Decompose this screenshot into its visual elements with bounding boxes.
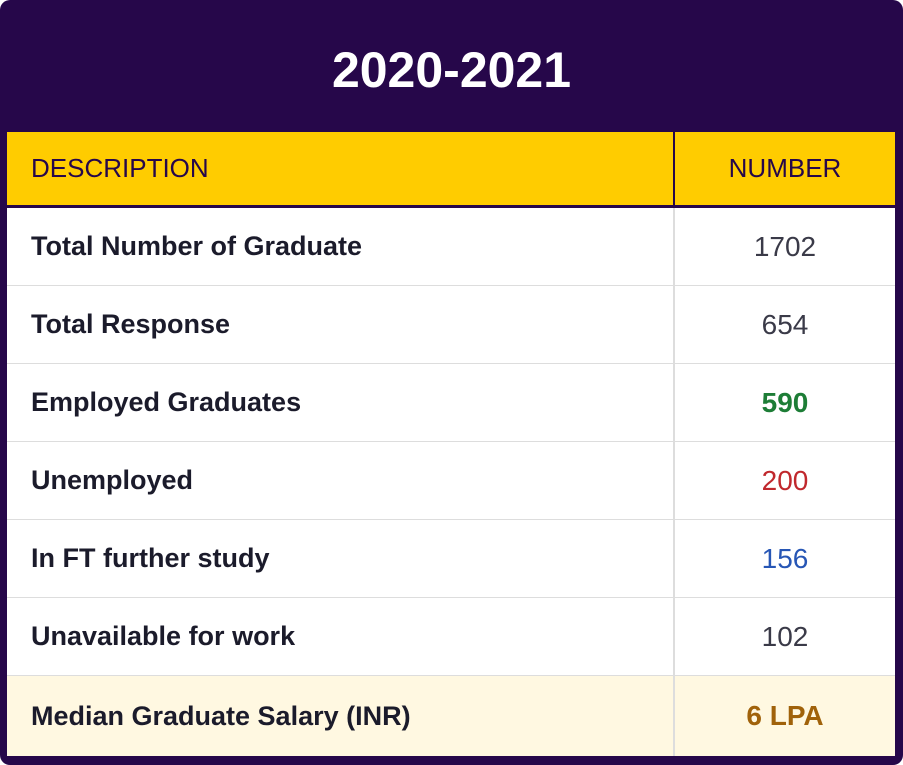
number: 156 [761, 542, 809, 574]
title: 2020-2021 [331, 42, 572, 98]
description: In FT further study [7, 520, 675, 597]
number: 6 LPA [746, 700, 824, 731]
table: DESCRIPTION NUMBER Total Number of Gradu… [7, 132, 895, 756]
description: Total Response [7, 286, 675, 363]
description: Employed Graduates [7, 364, 675, 441]
number: 102 [761, 620, 809, 652]
number: 1702 [753, 230, 817, 262]
row: In FT further study 156 [7, 520, 895, 598]
number: 654 [761, 308, 809, 340]
header-cell: NUMBER [728, 153, 842, 183]
row: Total Response 654 [7, 286, 895, 364]
description: Unavailable for work [7, 598, 675, 675]
header-row: DESCRIPTION NUMBER [7, 132, 895, 208]
row: Employed Graduates 590 [7, 364, 895, 442]
description: Unemployed [7, 442, 675, 519]
row: Unemployed 200 [7, 442, 895, 520]
total-row: Median Graduate Salary (INR) 6 LPA [7, 676, 895, 756]
description: Total Number of Graduate [7, 208, 675, 285]
header-cell: DESCRIPTION [7, 132, 675, 205]
number: 200 [761, 464, 809, 496]
row: Unavailable for work 102 [7, 598, 895, 676]
number: 590 [761, 386, 809, 418]
row: Total Number of Graduate 1702 [7, 208, 895, 286]
description: Median Graduate Salary (INR) [7, 676, 675, 756]
